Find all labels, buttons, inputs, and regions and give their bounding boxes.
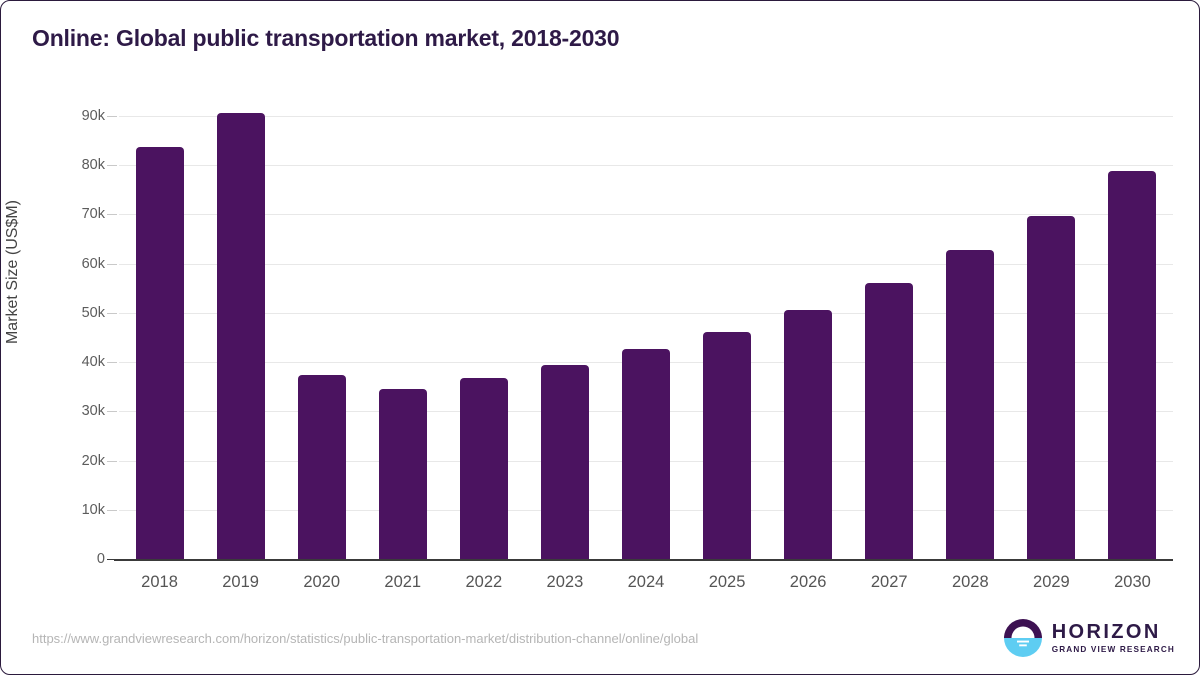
bar[interactable]: [703, 331, 752, 559]
horizon-logo-icon: [1003, 619, 1042, 657]
y-tick-mark: [107, 559, 117, 560]
x-tick-label: 2018: [141, 573, 178, 591]
y-tick-mark: [107, 460, 117, 462]
bar[interactable]: [865, 282, 914, 559]
y-tick-mark: [107, 116, 117, 117]
logo-tagline: GRAND VIEW RESEARCH: [1051, 644, 1175, 654]
logo-wordmark: HORIZON: [1051, 620, 1161, 643]
y-tick-mark: [107, 165, 117, 167]
y-tick-label: 0: [96, 551, 105, 567]
x-tick-label: 2024: [627, 573, 665, 591]
gridline: [119, 165, 1173, 167]
x-tick-label: 2026: [789, 573, 827, 591]
gridline: [119, 214, 1173, 216]
x-tick-label: 2021: [384, 573, 422, 591]
horizon-logo-text: HORIZON GRAND VIEW RESEARCH: [1052, 622, 1175, 654]
y-tick-label: 70k: [81, 206, 105, 223]
y-tick-label: 20k: [81, 452, 105, 469]
x-tick-label: 2020: [303, 573, 341, 591]
bar[interactable]: [784, 310, 833, 559]
y-tick-label: 80k: [81, 157, 105, 174]
y-tick-mark: [107, 214, 117, 216]
x-tick-label: 2023: [546, 573, 584, 591]
x-tick-label: 2027: [870, 573, 908, 591]
y-tick-mark: [107, 263, 117, 265]
bar[interactable]: [459, 377, 508, 559]
bar[interactable]: [216, 112, 265, 559]
x-tick-label: 2029: [1033, 573, 1070, 591]
y-tick-label: 50k: [81, 304, 105, 321]
page-title: Online: Global public transportation mar…: [32, 25, 620, 51]
y-tick-label: 40k: [81, 354, 105, 371]
x-tick-label: 2025: [708, 573, 746, 591]
y-tick-label: 60k: [81, 255, 105, 272]
bar[interactable]: [540, 365, 589, 559]
bar[interactable]: [622, 349, 670, 559]
bar[interactable]: [297, 375, 346, 559]
y-tick-label: 30k: [81, 403, 105, 420]
x-tick-label: 2022: [465, 573, 503, 591]
y-tick-mark: [107, 312, 117, 314]
gridline: [119, 312, 1173, 314]
gridline: [119, 116, 1173, 117]
x-tick-label: 2019: [222, 573, 259, 591]
bar[interactable]: [378, 389, 427, 559]
bar[interactable]: [1027, 216, 1076, 559]
y-tick-mark: [107, 362, 117, 364]
y-tick-mark: [107, 411, 117, 413]
source-url[interactable]: https://www.grandviewresearch.com/horizo…: [32, 631, 699, 646]
gridline: [119, 263, 1173, 265]
plot-area: [119, 111, 1173, 559]
bar[interactable]: [946, 250, 995, 559]
x-tick-label: 2028: [951, 573, 989, 591]
horizon-logo: HORIZON GRAND VIEW RESEARCH: [1003, 618, 1175, 658]
y-tick-mark: [107, 509, 117, 511]
bar[interactable]: [1108, 171, 1157, 559]
y-tick-label: 90k: [81, 108, 105, 124]
bar[interactable]: [135, 147, 184, 559]
y-tick-label: 10k: [81, 501, 105, 518]
x-axis-line: [114, 559, 1173, 561]
x-tick-label: 2030: [1114, 573, 1151, 591]
